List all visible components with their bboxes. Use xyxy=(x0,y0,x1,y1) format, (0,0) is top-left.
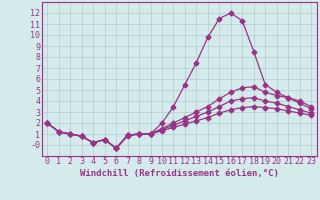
X-axis label: Windchill (Refroidissement éolien,°C): Windchill (Refroidissement éolien,°C) xyxy=(80,169,279,178)
